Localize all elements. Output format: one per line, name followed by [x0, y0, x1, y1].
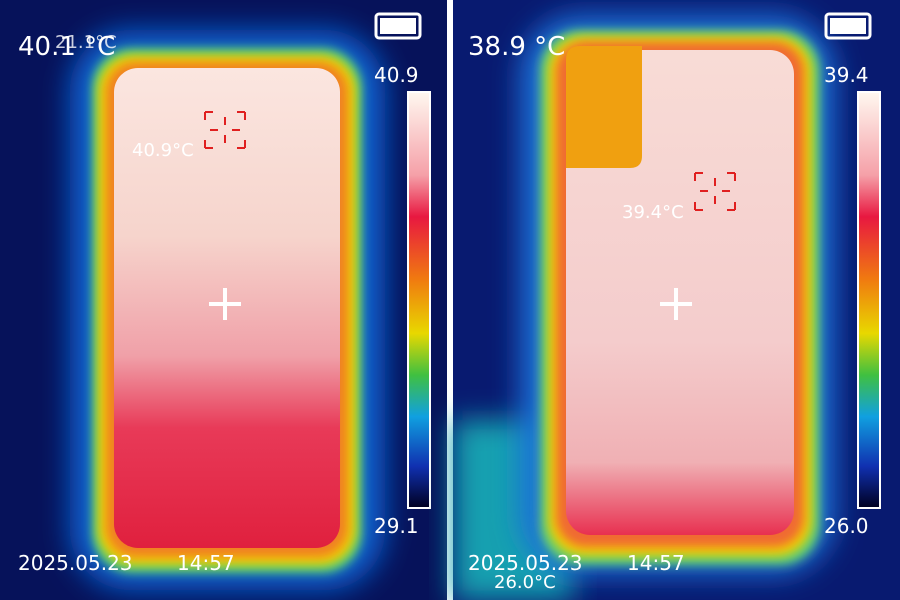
- min-marker: 21.1°C: [55, 32, 117, 53]
- center-temp: 40.1 °C: [18, 32, 115, 62]
- scale-max: 40.9: [374, 63, 419, 87]
- scale-max: 39.4: [824, 63, 869, 87]
- battery-icon: [374, 12, 422, 40]
- phone-heat: [566, 50, 794, 535]
- panel-left: 40.1 °C 21.1°C 40.9°C 40.9 29.1 2025.05.…: [0, 0, 447, 600]
- battery-icon: [824, 12, 872, 40]
- center-temp: 38.9 °C: [468, 32, 565, 62]
- divider: [447, 0, 453, 600]
- hotspot-temp: 39.4°C: [622, 202, 684, 223]
- date: 2025.05.23: [18, 551, 133, 575]
- min-marker: 26.0°C: [494, 572, 556, 593]
- color-scale: [857, 91, 881, 509]
- center-crosshair: [660, 288, 692, 320]
- hotspot-marker: [204, 111, 246, 149]
- battery-level: [830, 18, 866, 34]
- panel-right: 38.9 °C 39.4°C 39.4 26.0 2025.05.23 14:5…: [453, 0, 900, 600]
- hotspot-marker: [694, 172, 736, 211]
- scale-min: 26.0: [824, 514, 869, 538]
- battery-level: [380, 18, 416, 34]
- scale-min: 29.1: [374, 514, 419, 538]
- camera-bump: [566, 46, 642, 168]
- color-scale: [407, 91, 431, 509]
- date: 2025.05.23: [468, 551, 583, 575]
- hotspot-temp: 40.9°C: [132, 140, 194, 161]
- time: 14:57: [177, 551, 235, 575]
- time: 14:57: [627, 551, 685, 575]
- center-crosshair: [209, 288, 241, 320]
